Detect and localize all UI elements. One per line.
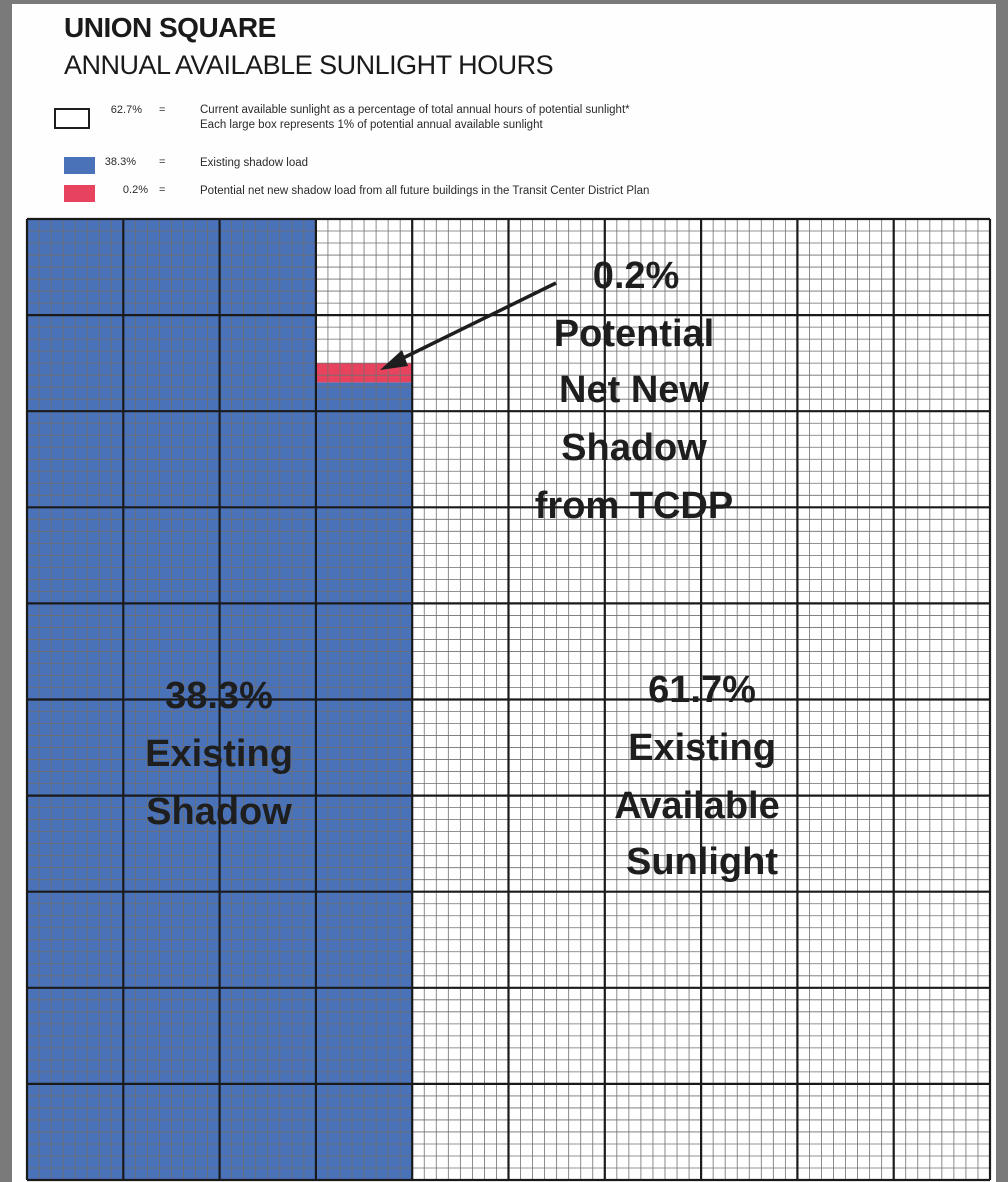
legend-text-available: Current available sunlight as a percenta…: [200, 104, 630, 116]
label-sunlight-3: Sunlight: [626, 841, 778, 883]
chart-subtitle: ANNUAL AVAILABLE SUNLIGHT HOURS: [64, 50, 554, 80]
legend-text-shadow: Existing shadow load: [200, 157, 309, 169]
legend-text-box-note: Each large box represents 1% of potentia…: [200, 119, 543, 131]
annotation-arrow: [380, 281, 557, 370]
legend-swatch-new-shadow: [64, 185, 95, 202]
arrow-line: [394, 281, 557, 364]
waffle-grid-large: [25, 217, 992, 1182]
legend-equals: =: [159, 184, 166, 196]
legend-value-shadow: 38.3%: [104, 156, 136, 168]
label-shadow-0: 38.3%: [165, 675, 273, 717]
legend-swatch-shadow: [64, 157, 95, 174]
label-new-shadow-2: Net New: [559, 369, 709, 411]
label-shadow-1: Existing: [145, 733, 293, 775]
legend-text-new-shadow: Potential net new shadow load from all f…: [200, 185, 650, 197]
chart-title: UNION SQUARE: [64, 12, 276, 43]
label-sunlight-2: Available: [614, 785, 779, 827]
legend-value-available: 62.7%: [110, 104, 142, 116]
legend-equals: =: [159, 156, 166, 168]
arrow-head: [380, 350, 408, 370]
legend-value-new-shadow: 0.2%: [122, 184, 148, 196]
label-new-shadow-0: 0.2%: [593, 255, 680, 297]
annotation-labels: 0.2% Potential Net New Shadow from TCDP …: [145, 255, 780, 883]
label-new-shadow-1: Potential: [554, 313, 714, 355]
label-new-shadow-4: from TCDP: [535, 485, 733, 527]
label-new-shadow-3: Shadow: [561, 427, 707, 469]
label-shadow-2: Shadow: [146, 791, 292, 833]
legend-equals: =: [159, 104, 166, 116]
label-sunlight-1: Existing: [628, 727, 776, 769]
legend-swatch-available: [54, 108, 90, 129]
label-sunlight-0: 61.7%: [648, 669, 756, 711]
